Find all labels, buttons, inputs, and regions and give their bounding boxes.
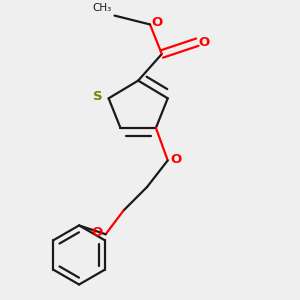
Text: O: O: [170, 153, 182, 166]
Text: O: O: [151, 16, 162, 29]
Text: O: O: [198, 36, 209, 49]
Text: O: O: [92, 226, 103, 239]
Text: CH₃: CH₃: [92, 3, 112, 13]
Text: S: S: [94, 90, 103, 104]
